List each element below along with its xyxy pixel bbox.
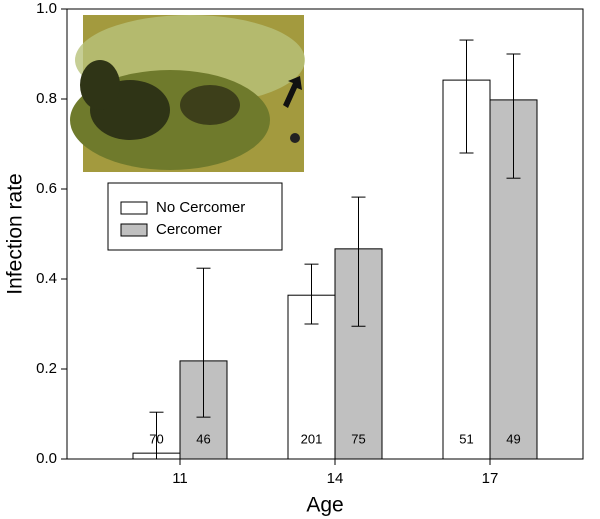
sample-size-label: 46 (196, 431, 210, 446)
x-tick-label: 11 (172, 470, 188, 487)
legend-label: Cercomer (156, 221, 222, 238)
y-tick-label: 0.0 (36, 450, 57, 467)
legend: No Cercomer Cercomer (107, 182, 283, 251)
x-tick-label: 14 (327, 470, 344, 487)
legend-swatch (120, 201, 148, 215)
x-tick-label: 17 (482, 470, 499, 487)
y-tick-label: 0.6 (36, 180, 57, 197)
y-tick-label: 0.4 (36, 270, 57, 287)
y-tick-label: 1.0 (36, 0, 57, 17)
sample-size-label: 49 (506, 431, 520, 446)
sample-size-label: 201 (301, 431, 323, 446)
sample-size-label: 51 (459, 431, 473, 446)
legend-swatch (120, 223, 148, 237)
photo-shape (180, 85, 240, 125)
legend-label: No Cercomer (156, 199, 245, 216)
photo-arrow (283, 76, 302, 108)
legend-box (107, 182, 283, 251)
y-axis-label: Infection rate (4, 173, 27, 294)
photo-shape (290, 133, 300, 143)
x-axis-label: Age (306, 494, 343, 517)
inset-photo (70, 15, 305, 172)
sample-size-label: 75 (351, 431, 365, 446)
y-tick-label: 0.8 (36, 90, 57, 107)
sample-size-label: 70 (149, 431, 163, 446)
y-tick-label: 0.2 (36, 360, 57, 377)
photo-shape (80, 60, 120, 110)
